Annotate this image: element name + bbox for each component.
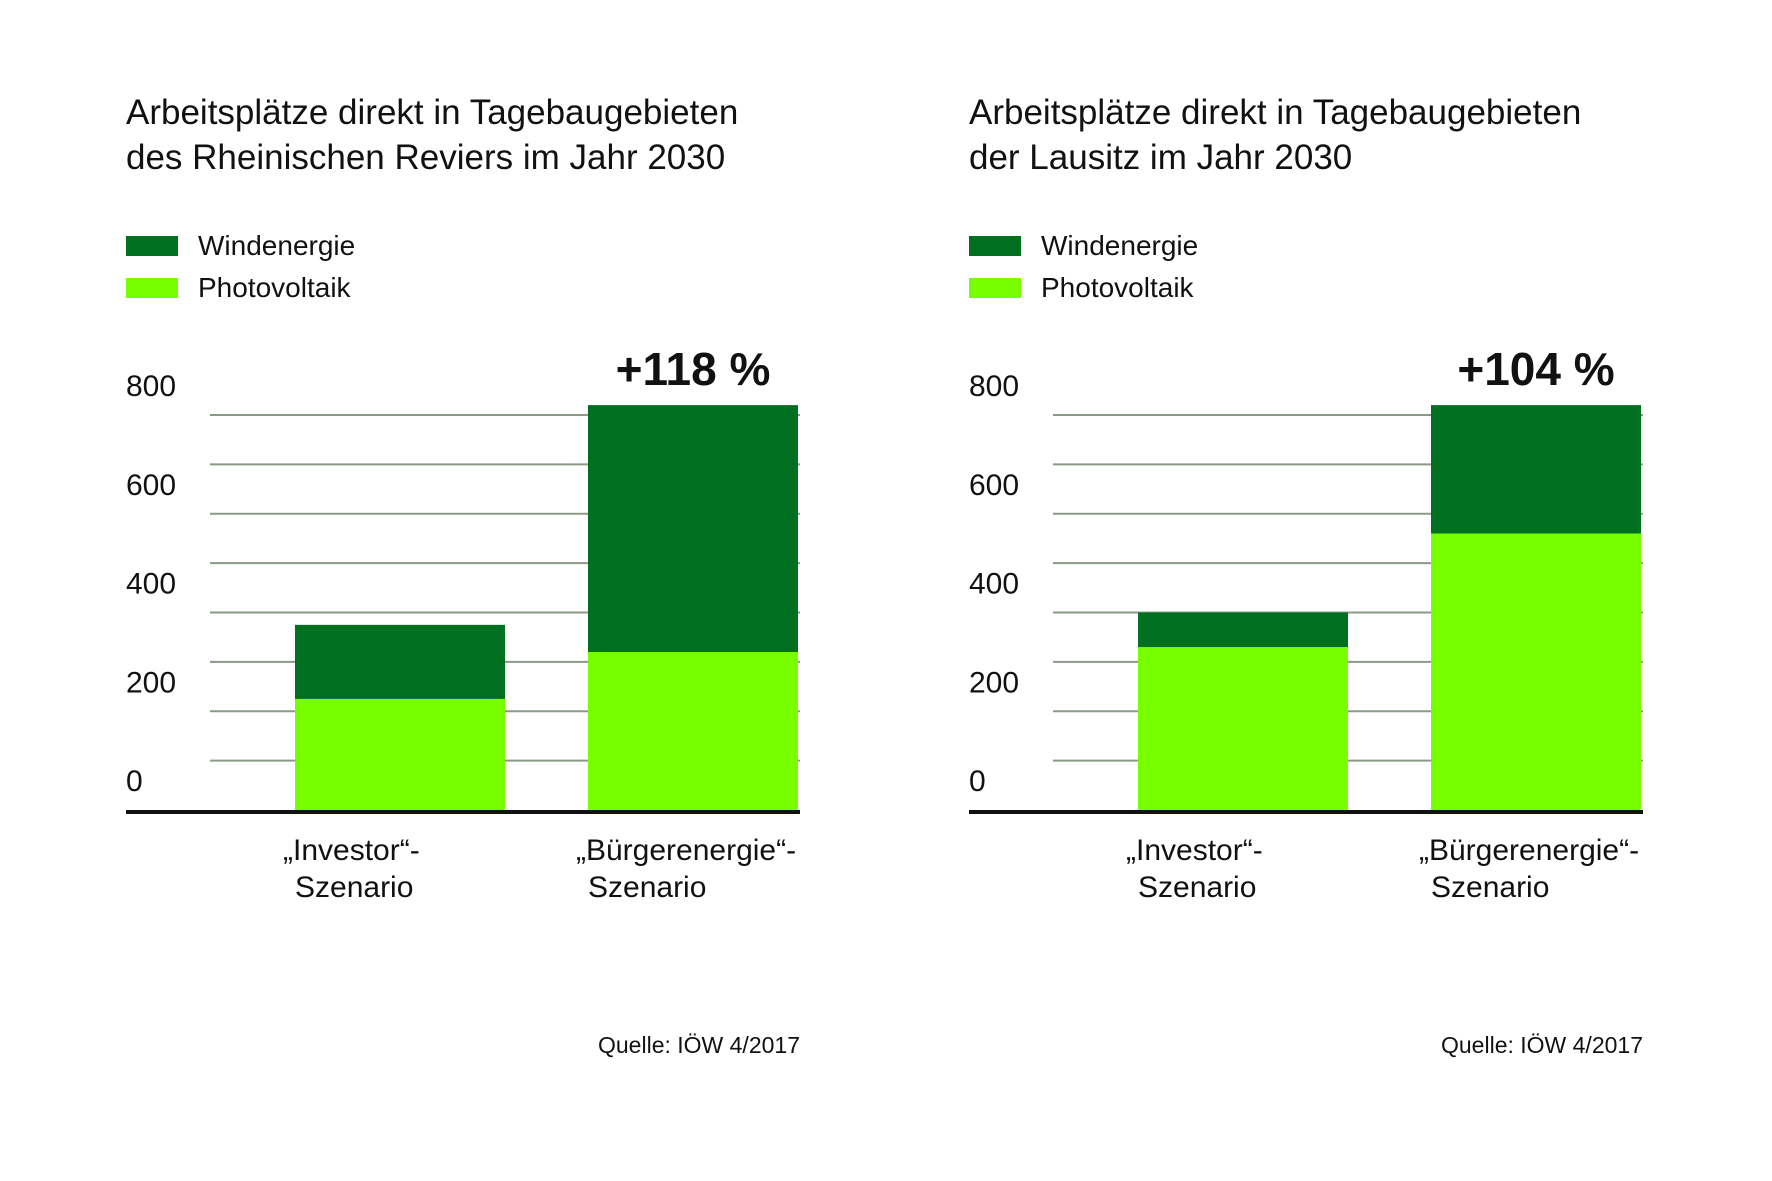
bar-segment-wind [1431,405,1641,534]
chart-panel-lausitz: Arbeitsplätze direkt in Tagebaugebieten … [843,0,1703,1181]
y-tick-label: 400 [126,568,176,601]
legend-swatch-wind [126,236,178,256]
y-tick-label: 0 [126,765,143,798]
legend-swatch-pv [126,278,178,298]
chart-title-line-1: Arbeitsplätze direkt in Tagebaugebieten [126,93,739,132]
bar-segment-wind [588,405,798,652]
x-category-label: Szenario [1138,871,1256,904]
bar-segment-wind [1138,612,1348,648]
y-tick-label: 200 [126,666,176,699]
chart-title: Arbeitsplätze direkt in Tagebaugebieten … [969,90,1689,180]
chart-title-line-2: der Lausitz im Jahr 2030 [969,138,1353,177]
source-note: Quelle: IÖW 4/2017 [598,1032,800,1058]
legend-item-wind: Windenergie [126,225,355,267]
chart-panel-rheinisch: Arbeitsplätze direkt in Tagebaugebieten … [0,0,860,1181]
legend-label-wind: Windenergie [198,230,356,261]
y-tick-label: 800 [126,370,176,403]
legend-label-wind: Windenergie [1041,230,1199,261]
x-category-label: „Bürgerenergie“- [576,834,796,867]
legend-label-pv: Photovoltaik [1041,272,1194,303]
x-category-label: Szenario [1431,871,1549,904]
chart-legend: Windenergie Photovoltaik [969,225,1198,309]
bar-segment-pv [295,698,505,810]
x-category-label: Szenario [295,871,413,904]
x-category-label: „Investor“- [283,834,420,867]
legend-swatch-wind [969,236,1021,256]
legend-label-pv: Photovoltaik [198,272,351,303]
y-tick-label: 600 [126,469,176,502]
growth-annotation: +118 % [616,343,771,395]
bar-chart-rheinisch: 0 200 400 600 800 „Investor“- Szenario „Bürgere… [126,343,800,904]
y-tick-label: 200 [969,666,1019,699]
x-category-label: „Bürgerenergie“- [1419,834,1639,867]
growth-annotation: +104 % [1457,343,1614,395]
legend-item-wind: Windenergie [969,225,1198,267]
bar-chart-lausitz: 0 200 400 600 800 „Investor“- Szenario „Bürgere… [969,343,1643,904]
bar-segment-pv [588,652,798,810]
bar-segment-wind [295,624,505,699]
bar-segment-pv [1138,647,1348,810]
y-tick-label: 0 [969,765,986,798]
legend-item-pv: Photovoltaik [969,267,1198,309]
chart-title-line-2: des Rheinischen Reviers im Jahr 2030 [126,138,726,177]
chart-legend: Windenergie Photovoltaik [126,225,355,309]
chart-title-line-1: Arbeitsplätze direkt in Tagebaugebieten [969,93,1582,132]
y-tick-label: 600 [969,469,1019,502]
y-tick-label: 400 [969,568,1019,601]
bar-segment-pv [1431,533,1641,810]
legend-item-pv: Photovoltaik [126,267,355,309]
x-category-label: Szenario [588,871,706,904]
x-category-label: „Investor“- [1126,834,1263,867]
source-note: Quelle: IÖW 4/2017 [1441,1032,1643,1058]
legend-swatch-pv [969,278,1021,298]
chart-title: Arbeitsplätze direkt in Tagebaugebieten … [126,90,846,180]
y-tick-label: 800 [969,370,1019,403]
